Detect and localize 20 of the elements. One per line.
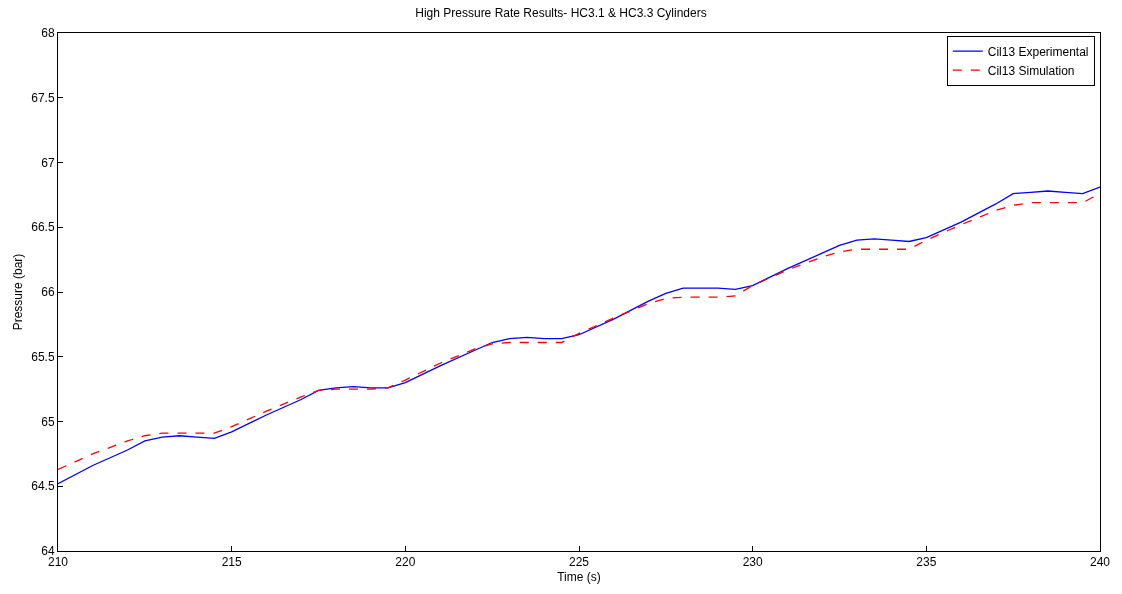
y-tick-label: 66	[41, 285, 55, 300]
x-tick-label: 230	[742, 555, 763, 570]
y-tick-label: 65.5	[31, 349, 55, 364]
legend-label: Cil13 Experimental	[987, 44, 1089, 59]
x-axis-title: Time (s)	[557, 570, 601, 585]
x-tick-label: 210	[47, 555, 69, 570]
x-tick-label: 215	[221, 555, 242, 570]
x-tick-label: 220	[395, 555, 416, 570]
y-tick-label: 68	[41, 26, 55, 41]
x-tick-label: 225	[568, 555, 590, 570]
x-tick-label: 240	[1089, 555, 1111, 570]
y-axis-title: Pressure (bar)	[10, 253, 25, 331]
y-tick-label: 64.5	[31, 479, 55, 494]
y-tick-label: 67	[41, 155, 55, 170]
y-tick-label: 65	[41, 414, 55, 429]
y-tick-label: 66.5	[31, 220, 55, 235]
chart-title: High Pressure Rate Results- HC3.1 & HC3.3 Cylinders	[415, 6, 707, 21]
y-tick-label: 67.5	[31, 90, 55, 105]
legend-label: Cil13 Simulation	[987, 63, 1075, 78]
x-tick-label: 235	[916, 555, 937, 570]
